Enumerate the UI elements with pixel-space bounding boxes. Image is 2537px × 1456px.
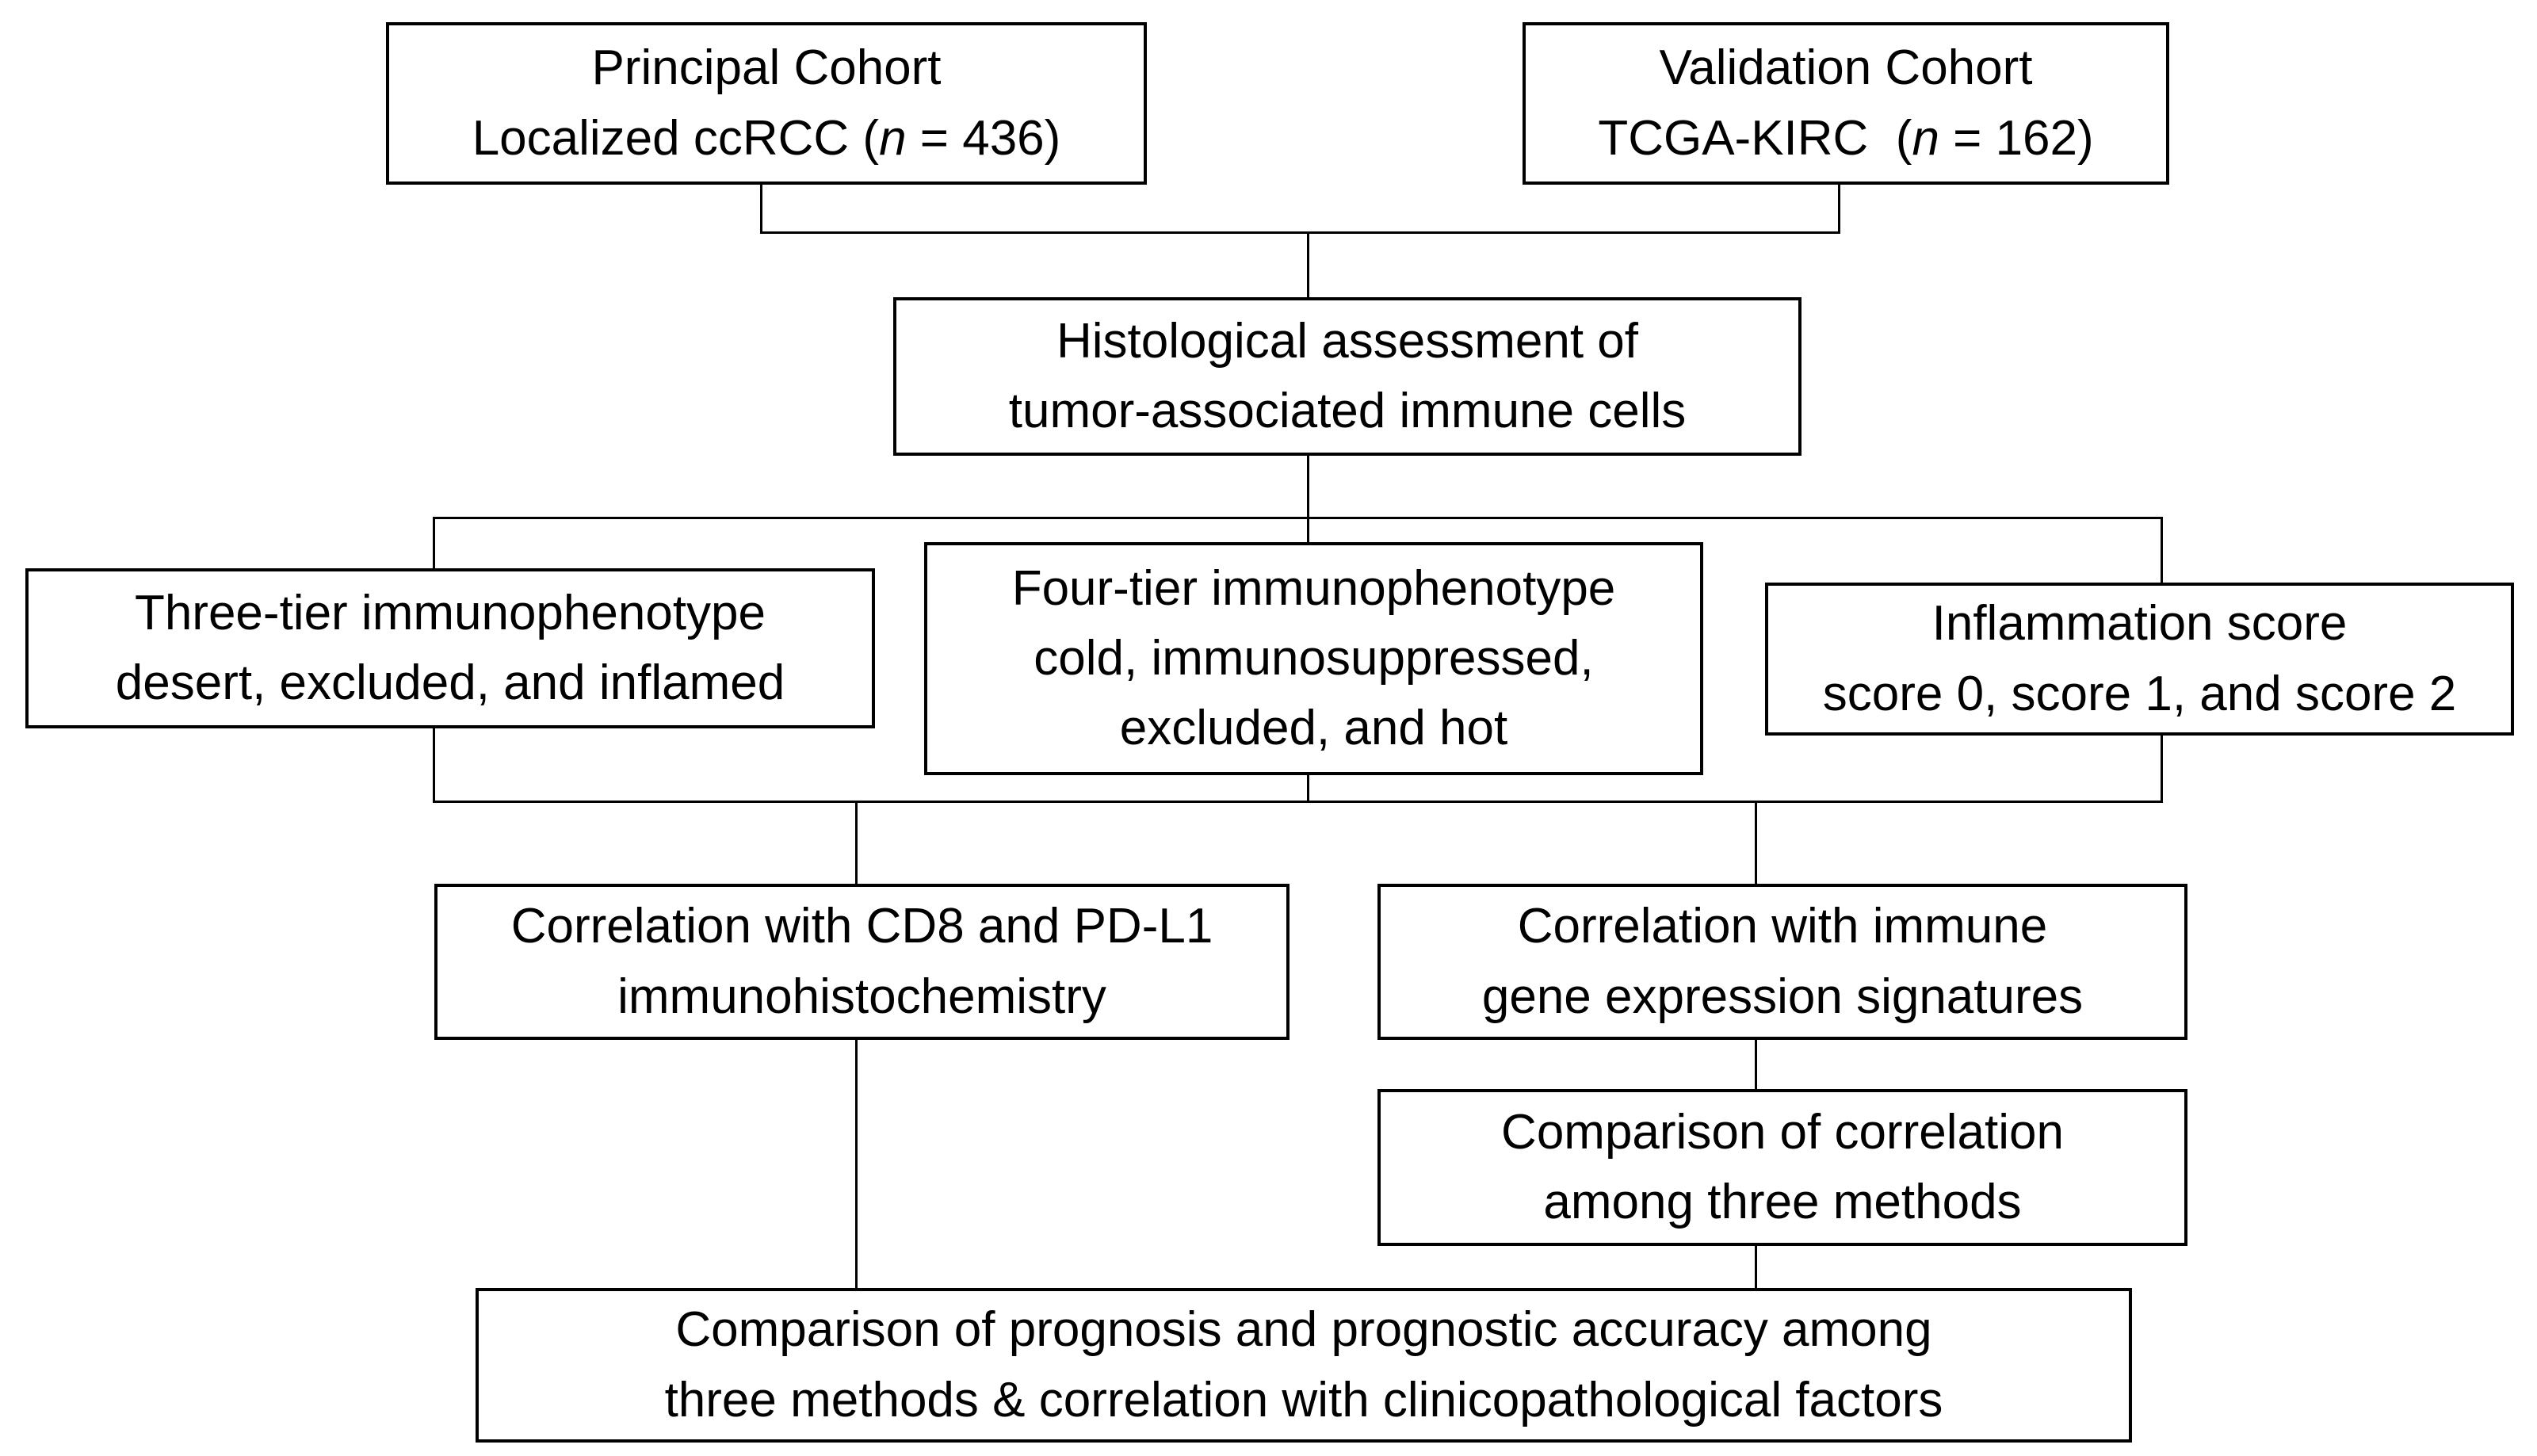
box-four-tier-immunophenotype-label: Four-tier immunophenotype cold, immunosup… [1011, 560, 1616, 756]
box-validation-cohort-label: Validation Cohort TCGA-KIRC (n = 162) [1598, 40, 2094, 166]
box-correlation-gene-signatures-label: Correlation with immune gene expression s… [1481, 899, 2084, 1024]
box-comparison-correlation-label: Comparison of correlation among three met… [1501, 1104, 2064, 1229]
connector-histological-down [1307, 456, 1309, 517]
connector-distributor [433, 517, 2163, 519]
box-comparison-correlation: Comparison of correlation among three met… [1377, 1089, 2187, 1246]
box-comparison-prognosis: Comparison of prognosis and prognostic a… [476, 1288, 2132, 1443]
box-correlation-ihc-label: Correlation with CD8 and PD-L1 immunohist… [510, 899, 1213, 1024]
connector-to-correlation-gene [1755, 801, 1757, 884]
connector-to-three-tier [433, 517, 435, 568]
connector-to-inflammation [2161, 517, 2163, 583]
connector-inflammation-down [2161, 736, 2163, 803]
box-three-tier-immunophenotype: Three-tier immunophenotype desert, exclud… [25, 568, 875, 728]
connector-gene-to-comparison [1755, 1040, 1757, 1089]
connector-cohorts-join [760, 231, 1840, 234]
box-correlation-gene-signatures: Correlation with immune gene expression s… [1377, 884, 2187, 1040]
box-principal-cohort: Principal Cohort Localized ccRCC (n = 436… [386, 22, 1147, 185]
box-three-tier-immunophenotype-label: Three-tier immunophenotype desert, exclud… [115, 585, 785, 710]
box-correlation-ihc: Correlation with CD8 and PD-L1 immunohist… [434, 884, 1290, 1040]
connector-collector [433, 801, 2163, 803]
connector-ihc-to-final [855, 1040, 858, 1288]
box-comparison-prognosis-label: Comparison of prognosis and prognostic a… [664, 1302, 1943, 1427]
box-inflammation-score: Inflammation score score 0, score 1, and … [1765, 583, 2514, 736]
connector-comparison-to-final [1755, 1246, 1757, 1288]
box-histological-assessment: Histological assessment of tumor-associat… [893, 297, 1801, 456]
connector-join-to-histological [1307, 231, 1309, 297]
box-validation-cohort: Validation Cohort TCGA-KIRC (n = 162) [1523, 22, 2169, 185]
connector-four-tier-down [1307, 775, 1309, 803]
box-histological-assessment-label: Histological assessment of tumor-associat… [1008, 313, 1687, 438]
connector-to-correlation-ihc [855, 801, 858, 884]
box-inflammation-score-label: Inflammation score score 0, score 1, and … [1822, 596, 2457, 721]
box-principal-cohort-label: Principal Cohort Localized ccRCC (n = 436… [472, 40, 1061, 166]
connector-to-four-tier [1307, 517, 1309, 542]
connector-principal-down [760, 185, 762, 234]
connector-validation-down [1838, 185, 1840, 234]
box-four-tier-immunophenotype: Four-tier immunophenotype cold, immunosup… [924, 542, 1703, 775]
connector-three-tier-down [433, 728, 435, 803]
